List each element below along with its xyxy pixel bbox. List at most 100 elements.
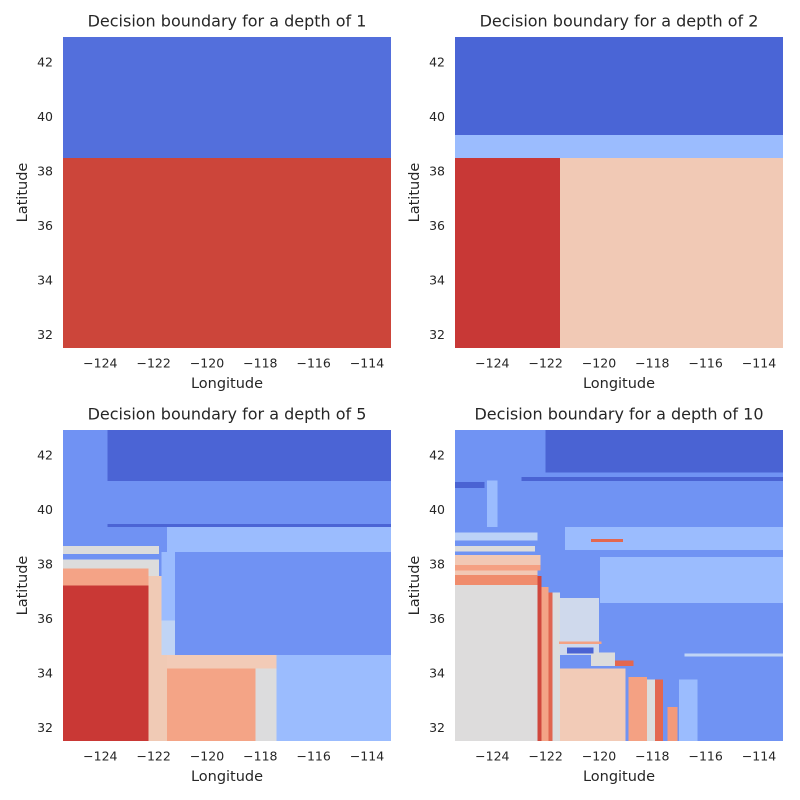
subplot: Decision boundary for a depth of 5 Longit…: [15, 405, 391, 785]
x-tick-label: −114: [350, 356, 384, 371]
region: [591, 539, 623, 542]
region: [679, 679, 698, 741]
y-tick-label: 34: [429, 273, 445, 288]
region: [545, 430, 783, 473]
region: [107, 430, 391, 482]
plot-area: [63, 37, 391, 348]
x-tick-label: −124: [475, 356, 509, 371]
region: [167, 526, 391, 552]
y-tick-label: 40: [429, 502, 445, 517]
region: [455, 37, 783, 135]
x-tick-label: −118: [243, 749, 277, 764]
region: [455, 570, 538, 575]
region: [628, 676, 647, 741]
x-axis-label: Longitude: [191, 769, 263, 785]
region: [560, 157, 783, 348]
region: [487, 480, 498, 527]
y-tick-label: 32: [429, 720, 445, 735]
region: [615, 660, 634, 666]
x-tick-label: −114: [350, 749, 384, 764]
x-tick-label: −118: [635, 356, 669, 371]
region: [599, 556, 783, 604]
region: [541, 586, 549, 741]
region: [560, 597, 599, 656]
region: [167, 654, 277, 669]
plot-area: [455, 37, 783, 348]
y-tick-label: 42: [37, 54, 53, 69]
y-tick-label: 38: [37, 164, 53, 179]
x-tick-label: −122: [528, 749, 562, 764]
chart-title: Decision boundary for a depth of 5: [88, 405, 367, 424]
y-tick-label: 38: [429, 164, 445, 179]
chart-title: Decision boundary for a depth of 1: [88, 12, 367, 31]
x-tick-label: −120: [190, 356, 224, 371]
x-axis-label: Longitude: [583, 376, 655, 392]
region: [63, 585, 149, 741]
x-tick-label: −120: [582, 356, 616, 371]
y-tick-label: 34: [37, 666, 53, 681]
region: [455, 134, 783, 158]
x-tick-label: −122: [136, 749, 170, 764]
region: [564, 526, 783, 550]
region: [161, 551, 175, 621]
y-tick-label: 32: [37, 327, 53, 342]
region: [591, 652, 615, 666]
y-tick-label: 34: [429, 666, 445, 681]
y-tick-label: 40: [37, 502, 53, 517]
x-tick-label: −114: [742, 749, 776, 764]
region: [647, 679, 655, 741]
y-axis-label: Latitude: [15, 163, 31, 223]
region: [455, 481, 485, 488]
x-tick-label: −116: [296, 749, 330, 764]
x-tick-label: −114: [742, 356, 776, 371]
region: [455, 545, 535, 552]
y-tick-label: 42: [37, 447, 53, 462]
y-tick-label: 38: [429, 557, 445, 572]
x-tick-label: −120: [190, 749, 224, 764]
region: [455, 532, 538, 541]
region: [276, 654, 391, 741]
region: [559, 641, 602, 645]
y-axis-label: Latitude: [407, 556, 423, 616]
region: [560, 668, 626, 741]
region: [167, 668, 256, 741]
x-tick-label: −118: [635, 749, 669, 764]
region: [684, 653, 783, 657]
region: [63, 37, 391, 158]
y-tick-label: 36: [429, 218, 445, 233]
region: [63, 157, 391, 348]
region: [567, 647, 594, 654]
y-tick-label: 36: [37, 611, 53, 626]
y-tick-label: 40: [429, 109, 445, 124]
y-tick-label: 36: [429, 611, 445, 626]
y-tick-label: 32: [429, 327, 445, 342]
x-tick-label: −124: [83, 356, 117, 371]
plot-area: [455, 430, 783, 741]
x-tick-label: −118: [243, 356, 277, 371]
x-axis-label: Longitude: [583, 769, 655, 785]
y-tick-label: 42: [429, 447, 445, 462]
region: [667, 706, 678, 741]
region: [552, 592, 561, 741]
y-axis-label: Latitude: [407, 163, 423, 223]
chart-title: Decision boundary for a depth of 10: [474, 405, 763, 424]
region: [161, 620, 175, 655]
x-tick-label: −116: [688, 749, 722, 764]
region: [455, 565, 541, 571]
subplot: Decision boundary for a depth of 2 Longit…: [407, 12, 783, 392]
x-tick-label: −122: [136, 356, 170, 371]
y-tick-label: 32: [37, 720, 53, 735]
y-tick-label: 36: [37, 218, 53, 233]
y-tick-label: 40: [37, 109, 53, 124]
region: [548, 592, 553, 741]
chart-title: Decision boundary for a depth of 2: [480, 12, 759, 31]
region: [455, 554, 541, 566]
x-tick-label: −116: [296, 356, 330, 371]
x-tick-label: −124: [475, 749, 509, 764]
x-tick-label: −122: [528, 356, 562, 371]
subplot: Decision boundary for a depth of 1 Longit…: [15, 12, 391, 392]
region: [255, 668, 277, 741]
y-axis-label: Latitude: [15, 556, 31, 616]
subplot: Decision boundary for a depth of 10 Longi…: [407, 405, 783, 785]
region: [537, 575, 542, 741]
